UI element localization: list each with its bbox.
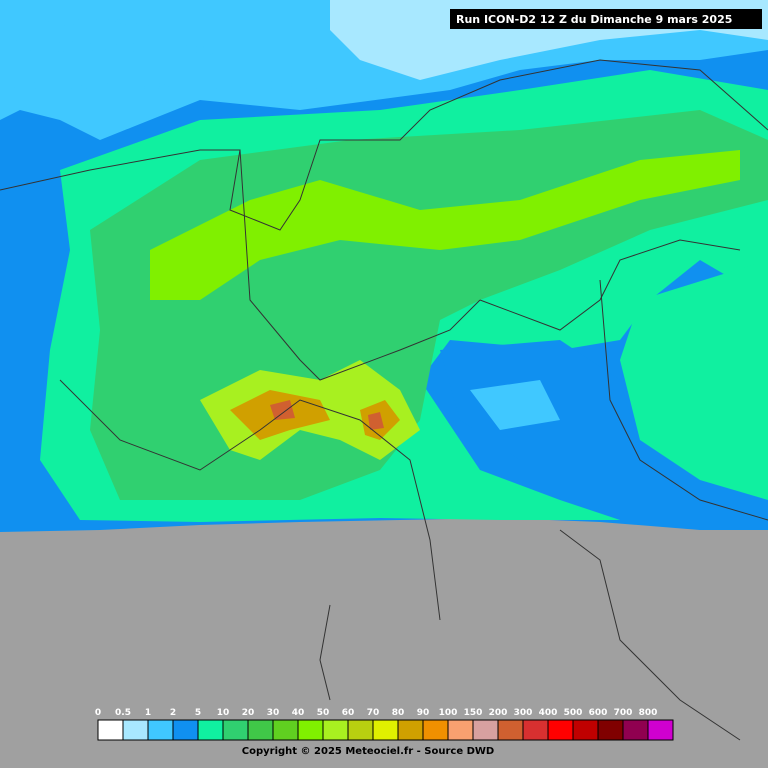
legend-label: 0 [95,708,101,718]
legend-label: 200 [489,708,508,718]
legend-swatch [147,719,174,741]
time-label: 15:00 locale [14,36,144,58]
legend-swatch [497,719,524,741]
legend-label: 80 [392,708,405,718]
legend-swatch [172,719,199,741]
legend-swatch [472,719,499,741]
legend-label: 2 [170,708,176,718]
legend-swatch [272,719,299,741]
legend-swatch [547,719,574,741]
legend-swatch [397,719,424,741]
legend-label: 40 [292,708,305,718]
legend-label: 600 [589,708,608,718]
legend-swatch [347,719,374,741]
legend-label: 400 [539,708,558,718]
legend-swatch [322,719,349,741]
precip-field [0,0,768,532]
legend-swatch [622,719,649,741]
legend-label: 70 [367,708,380,718]
legend-label: 90 [417,708,430,718]
subtitle: Accumulation de précipitations depuis +0… [14,77,354,93]
legend-label: 5 [195,708,201,718]
legend-swatch [97,719,124,741]
legend-swatch [222,719,249,741]
legend-label: 10 [217,708,230,718]
legend-swatch [422,719,449,741]
legend-label: 100 [439,708,458,718]
legend-swatch [372,719,399,741]
legend-label: 300 [514,708,533,718]
legend-label: 50 [317,708,330,718]
legend-swatch [447,719,474,741]
borders [0,59,768,741]
offset-label: (+ 26h) [160,42,215,57]
run-banner [450,9,762,29]
legend-label: 30 [267,708,280,718]
legend: 0 0.5 1 2 5 10 20 30 40 50 60 70 80 90 100 150 200 300 400… [95,708,674,741]
legend-swatch [122,719,149,741]
legend-swatch [197,719,224,741]
legend-swatch [597,719,624,741]
run-label: Run ICON-D2 12 Z du Dimanche 9 mars 2025 [456,13,732,26]
legend-swatch [297,719,324,741]
legend-label: 800 [639,708,658,718]
legend-swatch [572,719,599,741]
legend-label: 0.5 [115,708,131,718]
legend-label: 60 [342,708,355,718]
legend-swatch [247,719,274,741]
legend-label: 700 [614,708,633,718]
legend-label: 150 [464,708,483,718]
legend-swatch [522,719,549,741]
legend-label: 500 [564,708,583,718]
legend-label: 20 [242,708,255,718]
copyright: Copyright © 2025 Meteociel.fr - Source D… [242,746,494,757]
legend-label: 1 [145,708,151,718]
date-label: Lundi 10 mars 2025 [14,15,170,31]
legend-swatch [647,719,674,741]
